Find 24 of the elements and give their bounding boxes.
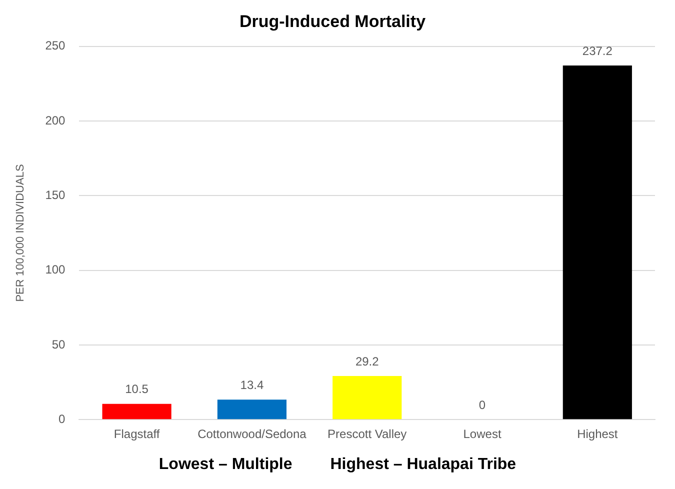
data-label: 13.4	[240, 378, 264, 392]
x-tick-label: Cottonwood/Sedona	[198, 427, 307, 442]
y-tick-label: 250	[45, 38, 66, 53]
bar	[102, 404, 172, 420]
x-tick-label: Lowest	[463, 427, 502, 442]
y-tick-label: 50	[52, 337, 66, 352]
data-label: 0	[478, 398, 486, 412]
y-tick-label: 150	[45, 188, 66, 202]
bar	[562, 66, 632, 420]
y-axis-title: PER 100,000 INDIVIDUALS	[14, 164, 27, 302]
data-label: 237.2	[582, 44, 613, 58]
bar	[332, 376, 402, 420]
y-tick-label: 200	[45, 113, 66, 128]
x-tick-label: Flagstaff	[114, 427, 160, 442]
x-tick-label: Prescott Valley	[328, 427, 407, 442]
text: Highest – Hualapai Tribe	[330, 456, 516, 474]
bar	[217, 400, 286, 420]
data-label: 10.5	[125, 382, 149, 396]
y-tick-label: 0	[58, 412, 66, 426]
x-tick-label: Highest	[577, 427, 618, 442]
data-label: 29.2	[355, 354, 380, 368]
text: Lowest – Multiple	[158, 456, 292, 474]
y-tick-label: 100	[45, 262, 66, 277]
chart-title: Drug-Induced Mortality	[239, 12, 426, 31]
